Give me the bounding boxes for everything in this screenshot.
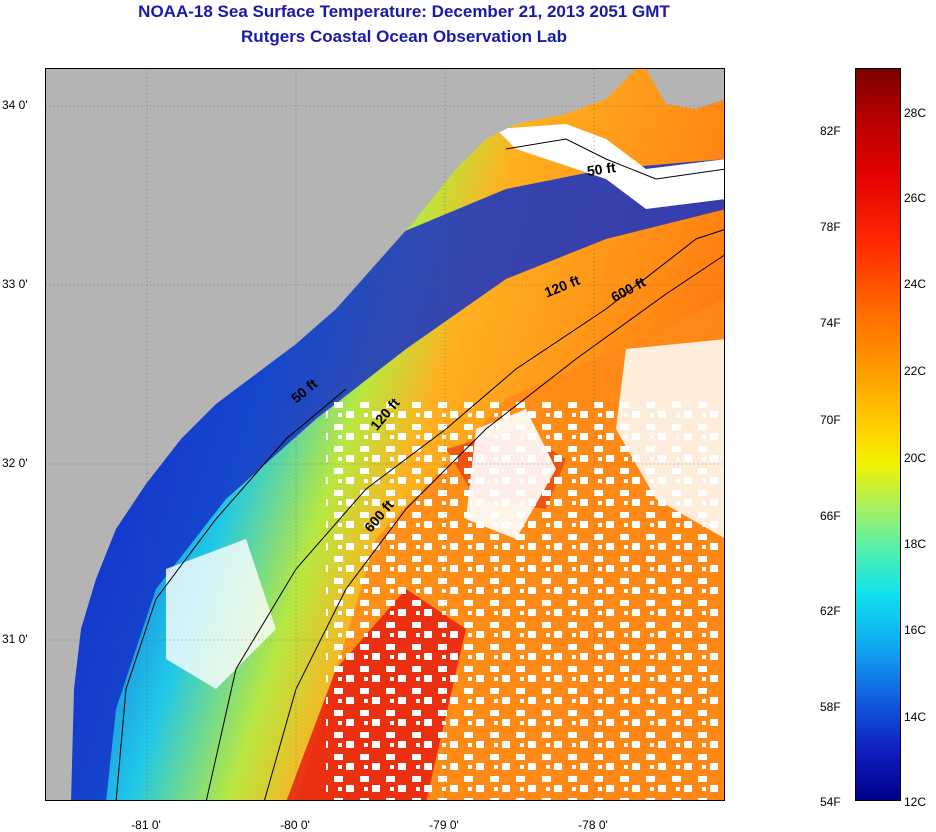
colorbar-f-82: 82F [820,124,841,138]
lat-tick-31: 31 0' [2,632,28,646]
colorbar-c-28: 28C [904,106,927,120]
colorbar-c-26: 26C [904,191,927,205]
cloud-patch-1 [466,409,556,539]
colorbar-f-78: 78F [820,220,841,234]
temperature-colorbar [855,68,901,801]
lat-tick-34: 34 0' [2,98,28,112]
map-title: NOAA-18 Sea Surface Temperature: Decembe… [138,2,670,21]
cloud-patch-3 [166,539,276,689]
lat-tick-33: 33 0' [2,277,28,291]
colorbar-c-12: 12C [904,795,927,809]
colorbar-f-62: 62F [820,604,841,618]
colorbar-f-58: 58F [820,700,841,714]
nearshore-band [46,159,724,800]
isobath-50ft-south [115,388,347,800]
colorbar-f-70: 70F [820,413,841,427]
colorbar-f-74: 74F [820,316,841,330]
colorbar-c-24: 24C [904,277,927,291]
lon-tick-78: -78 0' [578,818,608,832]
colorbar-c-14: 14C [904,710,927,724]
colorbar-c-20: 20C [904,451,927,465]
lon-tick-81: -81 0' [131,818,161,832]
colorbar-f-66: 66F [820,509,841,523]
map-subtitle: Rutgers Coastal Ocean Observation Lab [241,27,567,46]
colorbar-f-54: 54F [820,795,841,809]
colorbar-c-16: 16C [904,623,927,637]
lat-tick-32: 32 0' [2,456,28,470]
sst-map-canvas [46,69,724,800]
isobath-120ft [205,229,724,800]
sst-map [45,68,725,801]
coastal-void [496,124,724,209]
graticule [46,69,724,800]
cloud-patch-2 [616,339,724,538]
land [46,69,636,800]
lon-tick-79: -79 0' [429,818,459,832]
land-ne [646,69,724,109]
isobath-50ft [505,138,724,180]
colorbar-c-22: 22C [904,364,927,378]
lon-tick-80: -80 0' [280,818,310,832]
colorbar-c-18: 18C [904,537,927,551]
isobath-600ft [264,254,724,800]
